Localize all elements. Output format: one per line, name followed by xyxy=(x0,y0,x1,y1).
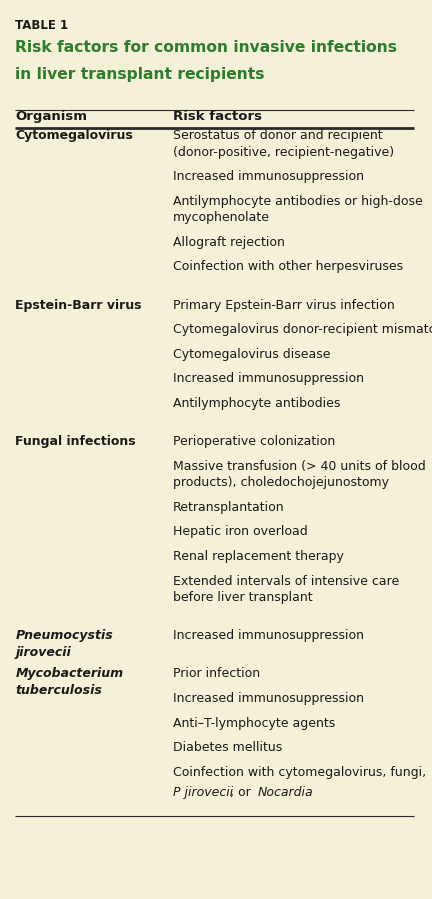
Text: P jirovecii: P jirovecii xyxy=(173,786,233,799)
Text: Increased immunosuppression: Increased immunosuppression xyxy=(173,629,364,642)
Text: , or: , or xyxy=(231,786,255,799)
Text: TABLE 1: TABLE 1 xyxy=(16,19,69,32)
Text: in liver transplant recipients: in liver transplant recipients xyxy=(16,67,265,82)
Text: Nocardia: Nocardia xyxy=(258,786,314,799)
Text: Fungal infections: Fungal infections xyxy=(16,435,136,449)
Text: Epstein-Barr virus: Epstein-Barr virus xyxy=(16,298,142,312)
Text: Renal replacement therapy: Renal replacement therapy xyxy=(173,550,344,563)
Text: Antilymphocyte antibodies: Antilymphocyte antibodies xyxy=(173,397,340,410)
Text: Increased immunosuppression: Increased immunosuppression xyxy=(173,372,364,386)
Text: Pneumocystis
jirovecii: Pneumocystis jirovecii xyxy=(16,629,113,658)
Text: Serostatus of donor and recipient
(donor-positive, recipient-negative): Serostatus of donor and recipient (donor… xyxy=(173,129,394,159)
Text: Organism: Organism xyxy=(16,110,88,123)
Text: Increased immunosuppression: Increased immunosuppression xyxy=(173,692,364,705)
Text: Antilymphocyte antibodies or high-dose
mycophenolate: Antilymphocyte antibodies or high-dose m… xyxy=(173,195,423,225)
Text: Allograft rejection: Allograft rejection xyxy=(173,236,285,249)
Text: Mycobacterium
tuberculosis: Mycobacterium tuberculosis xyxy=(16,667,124,697)
Text: Retransplantation: Retransplantation xyxy=(173,501,285,513)
Text: Primary Epstein-Barr virus infection: Primary Epstein-Barr virus infection xyxy=(173,298,395,312)
Text: Risk factors for common invasive infections: Risk factors for common invasive infecti… xyxy=(16,40,397,55)
Text: Anti–T-lymphocyte agents: Anti–T-lymphocyte agents xyxy=(173,717,335,729)
Text: Risk factors: Risk factors xyxy=(173,110,262,123)
Text: Extended intervals of intensive care
before liver transplant: Extended intervals of intensive care bef… xyxy=(173,574,399,604)
Text: Hepatic iron overload: Hepatic iron overload xyxy=(173,525,308,539)
Text: Cytomegalovirus: Cytomegalovirus xyxy=(16,129,133,143)
Text: Increased immunosuppression: Increased immunosuppression xyxy=(173,170,364,183)
Text: Massive transfusion (> 40 units of blood
products), choledochojejunostomy: Massive transfusion (> 40 units of blood… xyxy=(173,460,426,489)
Text: Coinfection with other herpesviruses: Coinfection with other herpesviruses xyxy=(173,261,403,273)
Text: Coinfection with cytomegalovirus, fungi,: Coinfection with cytomegalovirus, fungi, xyxy=(173,766,426,779)
Text: Cytomegalovirus disease: Cytomegalovirus disease xyxy=(173,348,330,360)
Text: Perioperative colonization: Perioperative colonization xyxy=(173,435,335,449)
Text: Cytomegalovirus donor-recipient mismatch: Cytomegalovirus donor-recipient mismatch xyxy=(173,324,432,336)
Text: Prior infection: Prior infection xyxy=(173,667,260,681)
Text: Diabetes mellitus: Diabetes mellitus xyxy=(173,741,282,754)
